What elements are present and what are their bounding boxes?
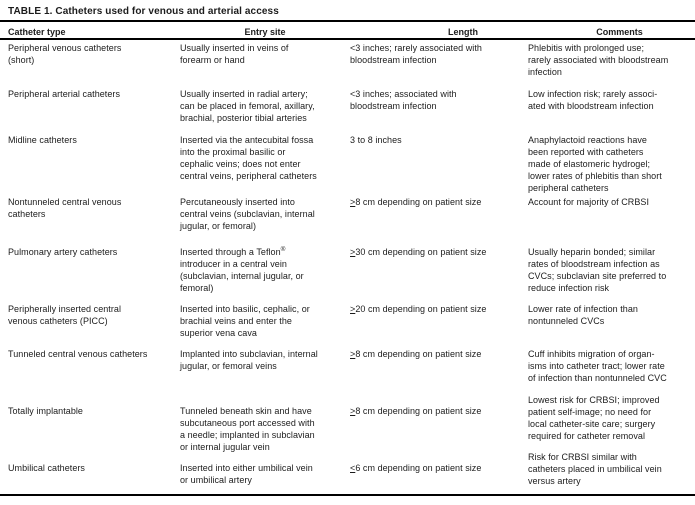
cell-comments: Lower rate of infection than nontunneled… [528, 303, 638, 326]
cell-comments: Lowest risk for CRBSI; improved patient … [528, 394, 660, 441]
cell-catheter-type: Tunneled central venous catheters [8, 348, 148, 359]
cell-catheter-type: Midline catheters [8, 134, 77, 145]
table-row: Umbilical catheters Inserted into either… [0, 452, 695, 494]
column-header-catheter-type: Catheter type [8, 27, 66, 37]
table-row: Peripheral venous catheters (short) Usua… [0, 40, 695, 86]
table-body: Peripheral venous catheters (short) Usua… [0, 40, 695, 494]
title-divider-rule [0, 20, 695, 22]
cell-comments: Risk for CRBSI similar with catheters pl… [528, 451, 662, 486]
cell-length: >8 cm depending on patient size [350, 196, 482, 207]
cell-length: >30 cm depending on patient size [350, 246, 487, 257]
cell-comments: Usually heparin bonded; similar rates of… [528, 246, 667, 293]
cell-length: >20 cm depending on patient size [350, 303, 487, 314]
cell-entry-site: Inserted into basilic, cephalic, or brac… [180, 303, 310, 338]
cell-entry-site: Inserted through a Teflon® introducer in… [180, 245, 304, 293]
cell-entry-site: Tunneled beneath skin and have subcutane… [180, 405, 315, 452]
cell-comments: Low infection risk; rarely associ- ated … [528, 88, 658, 111]
column-header-length: Length [448, 27, 478, 37]
cell-entry-site: Inserted via the antecubital fossa into … [180, 134, 317, 181]
cell-catheter-type: Peripheral arterial catheters [8, 88, 121, 99]
table-header-row: Catheter type Entry site Length Comments [0, 22, 695, 38]
table-row: Midline catheters Inserted via the antec… [0, 132, 695, 194]
table-row: Tunneled central venous catheters Implan… [0, 346, 695, 403]
cell-comments: Phlebitis with prolonged use; rarely ass… [528, 42, 669, 77]
cell-comments: Account for majority of CRBSI [528, 196, 649, 207]
table-bottom-rule [0, 493, 695, 496]
cell-length: >8 cm depending on patient size [350, 405, 482, 416]
table-row: Pulmonary artery catheters Inserted thro… [0, 244, 695, 301]
cell-entry-site: Percutaneously inserted into central vei… [180, 196, 315, 231]
cell-catheter-type: Peripherally inserted central venous cat… [8, 303, 122, 326]
cell-catheter-type: Totally implantable [8, 405, 83, 416]
column-header-comments: Comments [596, 27, 643, 37]
cell-catheter-type: Peripheral venous catheters (short) [8, 42, 122, 65]
cell-comments: Cuff inhibits migration of organ- isms i… [528, 348, 667, 383]
cell-entry-site: Implanted into subclavian, internal jugu… [180, 348, 318, 371]
header-divider-rule [0, 38, 695, 40]
cell-length: >8 cm depending on patient size [350, 348, 482, 359]
column-header-entry-site: Entry site [244, 27, 286, 37]
table-title: TABLE 1. Catheters used for venous and a… [8, 6, 279, 17]
cell-length: <6 cm depending on patient size [350, 462, 482, 473]
cell-catheter-type: Pulmonary artery catheters [8, 246, 118, 257]
table-row: Peripheral arterial catheters Usually in… [0, 86, 695, 132]
table-row: Totally implantable Tunneled beneath ski… [0, 395, 695, 460]
cell-catheter-type: Umbilical catheters [8, 462, 85, 473]
cell-length: 3 to 8 inches [350, 134, 402, 145]
cell-catheter-type: Nontunneled central venous catheters [8, 196, 122, 219]
cell-entry-site: Usually inserted in radial artery; can b… [180, 88, 315, 123]
table-row: Peripherally inserted central venous cat… [0, 301, 695, 346]
cell-length: <3 inches; associated with bloodstream i… [350, 88, 457, 111]
cell-comments: Anaphylactoid reactions have been report… [528, 134, 662, 193]
cell-entry-site: Usually inserted in veins of forearm or … [180, 42, 289, 65]
cell-length: <3 inches; rarely associated with bloods… [350, 42, 482, 65]
table-row: Nontunneled central venous catheters Per… [0, 194, 695, 244]
cell-entry-site: Inserted into either umbilical vein or u… [180, 462, 313, 485]
